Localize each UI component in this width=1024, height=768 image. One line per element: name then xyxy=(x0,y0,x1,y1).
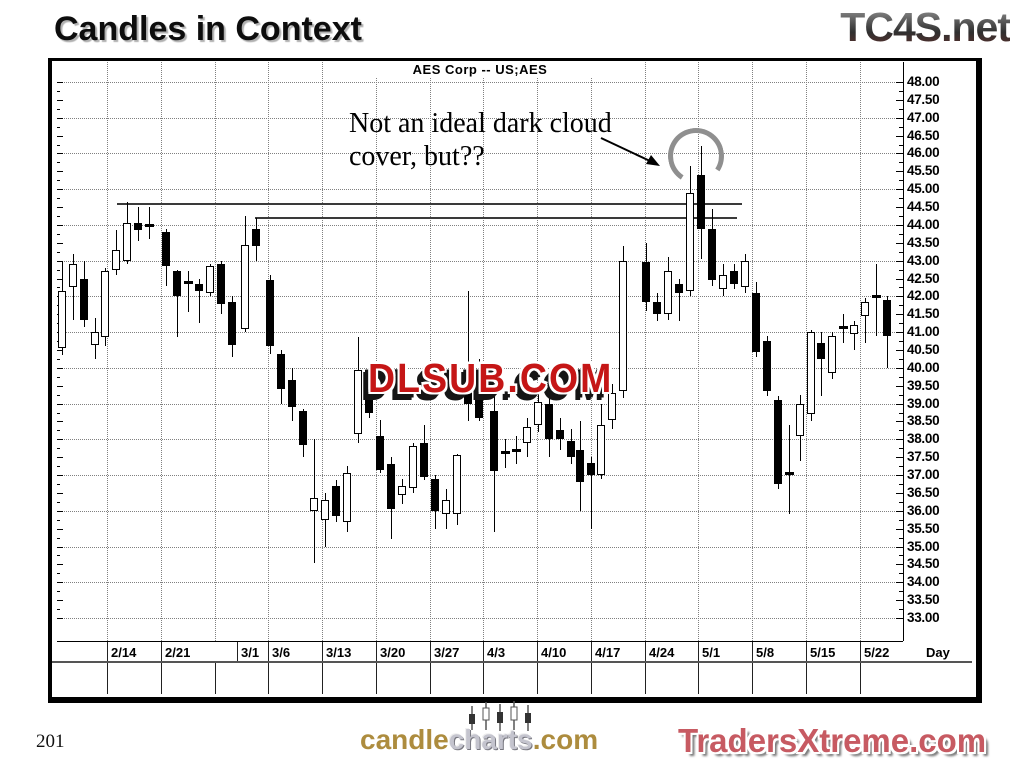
page-title: Candles in Context xyxy=(54,10,362,48)
chart-frame xyxy=(48,58,982,703)
dlsub-watermark: DLSUB.COM xyxy=(368,355,614,401)
page-number: 201 xyxy=(36,731,65,752)
annotation-line1: Not an ideal dark cloud xyxy=(349,108,612,139)
annotation-text: Not an ideal dark cloud cover, but?? xyxy=(349,107,612,173)
chart-symbol-title: AES Corp -- US;AES xyxy=(340,62,620,77)
candlecharts-logo-candle: candle xyxy=(360,724,449,755)
tc4s-watermark: TC4S.net xyxy=(840,4,1011,50)
candlecharts-logo-icon xyxy=(469,701,531,731)
candlecharts-logo-charts: charts xyxy=(448,724,533,755)
tradersxtreme-watermark: TradersXtreme.com xyxy=(678,722,987,759)
annotation-line2: cover, but?? xyxy=(349,141,485,172)
candlecharts-logo-com: .com xyxy=(532,724,599,755)
candlecharts-logo: candlecharts.com xyxy=(360,724,598,756)
